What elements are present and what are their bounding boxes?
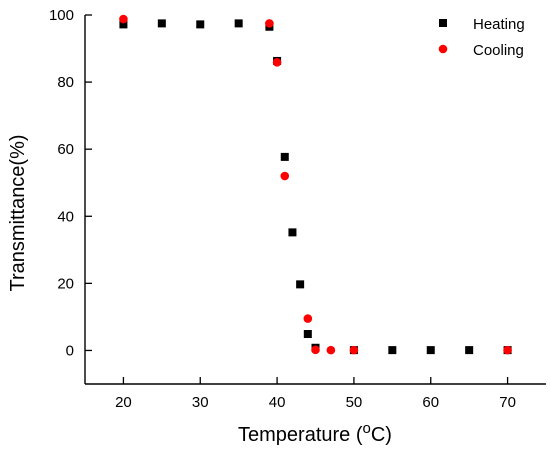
y-tick-label: 20 xyxy=(57,275,74,292)
y-tick-label: 100 xyxy=(49,7,74,24)
data-point-cooling xyxy=(311,345,320,355)
data-point-heating xyxy=(234,19,243,28)
legend-marker-cooling xyxy=(438,44,448,54)
data-point-heating xyxy=(296,280,305,289)
x-axis-title-unit-sup: o xyxy=(363,420,371,437)
x-tick-label: 40 xyxy=(269,394,286,411)
x-tick-label: 30 xyxy=(192,394,209,411)
legend-marker-heating xyxy=(439,19,447,27)
data-point-cooling xyxy=(326,345,336,355)
legend-label-cooling: Cooling xyxy=(473,42,524,59)
x-tick-label: 60 xyxy=(422,394,439,411)
data-point-cooling xyxy=(280,171,290,181)
data-point-heating xyxy=(157,19,166,28)
y-tick-label: 80 xyxy=(57,74,74,91)
y-tick-label: 60 xyxy=(57,141,74,158)
data-point-heating xyxy=(303,330,312,339)
y-tick-label: 40 xyxy=(57,208,74,225)
data-point-heating xyxy=(465,346,474,355)
x-ticks: 20 30 40 50 60 70 xyxy=(115,377,516,411)
data-point-cooling xyxy=(265,19,274,28)
y-axis-title: Transmittance(%) xyxy=(7,134,29,291)
legend: Heating Cooling xyxy=(438,16,525,59)
data-point-heating xyxy=(119,20,128,29)
data-point-heating xyxy=(388,346,397,355)
y-ticks: 0 20 40 60 80 100 xyxy=(49,7,92,359)
data-point-cooling xyxy=(349,345,359,355)
x-axis-title-unit: C) xyxy=(371,424,392,446)
y-tick-label: 0 xyxy=(66,342,74,359)
x-tick-label: 70 xyxy=(499,394,516,411)
legend-label-heating: Heating xyxy=(473,16,525,33)
x-axis-title-text: Temperature ( xyxy=(238,424,363,446)
x-axis-title: Temperature (oC) xyxy=(238,420,392,446)
data-point-heating xyxy=(426,346,435,355)
data-point-cooling xyxy=(272,57,282,67)
data-points xyxy=(119,14,512,355)
data-point-cooling xyxy=(303,314,313,323)
data-point-cooling xyxy=(503,345,512,355)
data-point-heating xyxy=(280,152,289,161)
data-point-heating xyxy=(288,228,297,237)
x-tick-label: 50 xyxy=(346,394,363,411)
x-tick-label: 20 xyxy=(115,394,132,411)
data-point-cooling xyxy=(119,14,128,24)
plot-frame xyxy=(84,15,546,385)
data-point-heating xyxy=(196,20,205,29)
